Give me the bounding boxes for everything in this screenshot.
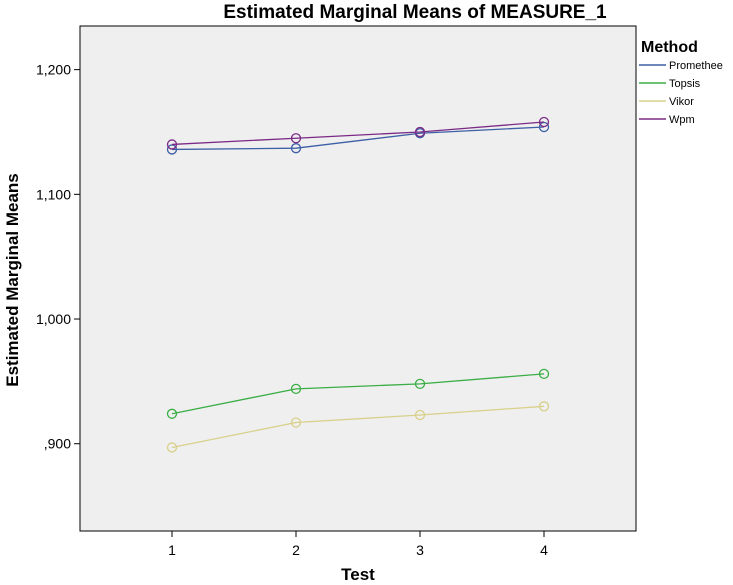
data-point-vikor [414, 409, 426, 421]
data-point-vikor [166, 442, 178, 453]
data-point-promethee [166, 144, 178, 155]
y-tick-label: 1,100 [36, 186, 71, 202]
chart-title: Estimated Marginal Means of MEASURE_1 [223, 2, 607, 23]
data-point-wpm [290, 133, 302, 144]
y-tick-label: ,900 [44, 436, 71, 452]
x-tick-label: 1 [168, 542, 176, 558]
y-axis: ,900 1,000 1,100 1,200 [36, 62, 80, 452]
series-line-wpm [171, 121, 545, 146]
plot-area [79, 25, 637, 532]
data-point-wpm [166, 139, 178, 150]
data-point-topsis [538, 368, 550, 380]
data-point-promethee [290, 143, 302, 154]
y-axis-label: Estimated Marginal Means [3, 173, 22, 387]
x-axis-label: Test [341, 565, 375, 584]
data-point-wpm [414, 126, 426, 138]
y-tick-label: 1,000 [36, 311, 71, 327]
series-line-vikor [171, 405, 545, 449]
legend-label-wpm: Wpm [669, 114, 695, 126]
y-tick-label: 1,200 [36, 62, 71, 78]
series-line-topsis [171, 373, 545, 415]
x-tick-label: 2 [292, 542, 300, 558]
data-point-topsis [290, 383, 302, 395]
series-line-promethee [171, 126, 545, 151]
x-tick-label: 4 [540, 542, 548, 558]
legend-title: Method [641, 39, 698, 56]
data-point-wpm [538, 116, 550, 128]
legend-label-vikor: Vikor [669, 96, 694, 108]
series-layer [166, 116, 550, 453]
legend-label-promethee: Promethee [669, 60, 723, 72]
data-point-topsis [414, 378, 426, 390]
data-point-vikor [538, 401, 550, 412]
data-point-topsis [166, 408, 178, 419]
x-tick-label: 3 [416, 542, 424, 558]
data-point-vikor [290, 417, 302, 428]
legend: Method Promethee Topsis Vikor Wpm [639, 39, 723, 126]
x-axis: 1 2 3 4 [168, 531, 548, 558]
legend-label-topsis: Topsis [669, 78, 701, 90]
